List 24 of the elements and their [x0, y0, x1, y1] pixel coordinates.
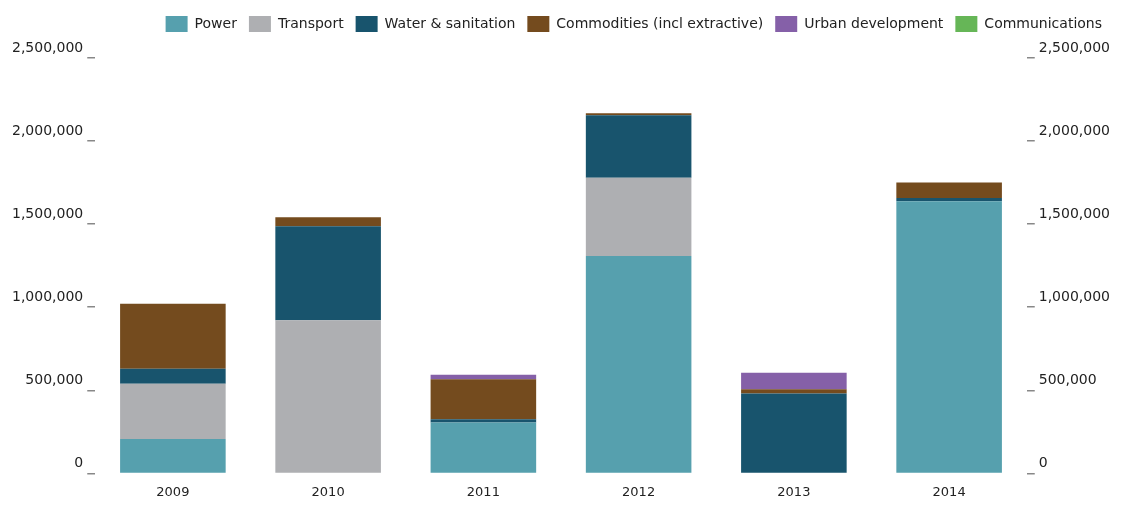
- y-tick-label: 1,500,000: [11, 204, 84, 221]
- y2-tick-label: 1,000,000: [1038, 287, 1111, 304]
- y-tick-label: 1,000,000: [11, 287, 84, 304]
- x-tick-label: 2011: [466, 483, 500, 499]
- legend-label: Urban development: [804, 14, 944, 31]
- legend-label: Transport: [276, 14, 345, 31]
- x-tick-label: 2012: [622, 483, 656, 499]
- y-tick-label: 2,500,000: [11, 38, 84, 55]
- x-tick-label: 2010: [311, 483, 345, 499]
- legend-label: Power: [194, 14, 238, 31]
- x-tick-label: 2009: [156, 483, 190, 499]
- x-tick-label: 2014: [932, 483, 966, 499]
- y-tick-label: 2,000,000: [11, 121, 84, 138]
- y2-tick-label: 0: [1038, 454, 1048, 471]
- y2-tick-label: 1,500,000: [1038, 204, 1111, 221]
- y-tick-label: 500,000: [25, 370, 84, 387]
- x-tick-label: 2013: [777, 483, 811, 499]
- legend-label: Water & sanitation: [384, 14, 516, 31]
- legend-label: Commodities (incl extractive): [556, 14, 764, 31]
- y2-tick-label: 2,500,000: [1038, 38, 1111, 55]
- y2-tick-label: 2,000,000: [1038, 121, 1111, 138]
- y2-tick-label: 500,000: [1038, 370, 1097, 387]
- y-tick-label: 0: [74, 454, 84, 471]
- legend-label: Communications: [984, 14, 1102, 31]
